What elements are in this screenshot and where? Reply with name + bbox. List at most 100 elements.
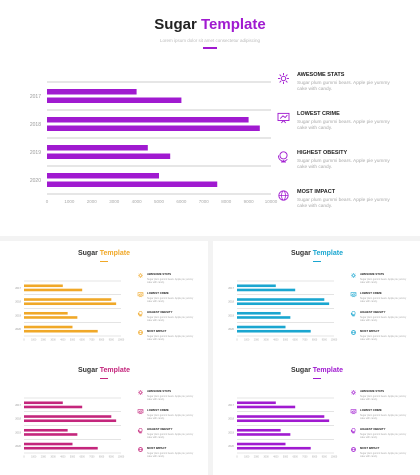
sun-icon: [278, 73, 289, 84]
bar: [24, 329, 98, 333]
tick-label: 0: [236, 340, 238, 342]
sun-icon: [138, 273, 143, 278]
category-label: 2020: [30, 178, 41, 184]
slide-thumbnail-violet[interactable]: Sugar Template 2017 2018 2019 2020 0 1000 2000 3…: [213, 358, 420, 475]
bar: [237, 415, 325, 418]
title-word: Sugar: [77, 250, 100, 257]
feature-description: Sugar plum gummi bears. Apple pie yummy …: [147, 334, 194, 341]
presentation-board-icon: [350, 409, 357, 415]
tick-label: 6000: [293, 457, 299, 459]
feature-description: Sugar plum gummi bears. Apple pie yummy …: [297, 197, 390, 209]
bar: [24, 415, 112, 418]
feature-title: HIGHEST OBESITY: [147, 427, 173, 431]
title-accent: Template: [99, 367, 130, 374]
category-label: 2020: [228, 444, 234, 448]
title-underline: [313, 261, 321, 262]
tick-label: 7000: [89, 340, 95, 342]
feature-description: Sugar plum gummi bears. Apple pie yummy …: [147, 413, 194, 420]
tick-label: 10000: [331, 457, 338, 459]
tick-label: 8000: [221, 199, 232, 204]
feature-title: HIGHEST OBESITY: [360, 427, 386, 431]
bar: [47, 173, 159, 179]
category-label: 2018: [228, 417, 234, 421]
globe-stand-icon: [350, 428, 356, 434]
category-label: 2018: [15, 417, 21, 421]
tick-label: 0: [23, 340, 25, 342]
bar: [237, 419, 330, 423]
tick-label: 5000: [70, 457, 76, 459]
category-label: 2019: [30, 150, 41, 156]
bar: [237, 433, 291, 436]
bar: [24, 311, 68, 315]
bar: [237, 316, 291, 319]
bar: [237, 329, 311, 333]
bar: [24, 446, 98, 450]
tick-label: 0: [46, 199, 49, 204]
feature-title: AWESOME STATS: [360, 272, 385, 276]
feature-description: Sugar plum gummi bears. Apple pie yummy …: [147, 296, 194, 303]
feature-title: AWESOME STATS: [147, 389, 172, 393]
bar-chart: 2017 2018 2019 2020 0 1000 2000 3000 4000 5000 600…: [15, 397, 125, 459]
tick-label: 9000: [109, 457, 115, 459]
tick-label: 7000: [199, 199, 210, 204]
tick-label: 10000: [331, 340, 338, 342]
tick-label: 4000: [273, 457, 279, 459]
feature-title: MOST IMPACT: [297, 189, 336, 195]
globe-stand-icon: [350, 311, 356, 317]
tick-label: 5000: [283, 457, 289, 459]
bar: [24, 401, 63, 405]
category-label: 2020: [228, 327, 234, 331]
tick-label: 3000: [109, 199, 120, 204]
feature-description: Sugar plum gummi bears. Apple pie yummy …: [360, 277, 407, 284]
globe-stand-icon: [137, 311, 143, 317]
feature-description: Sugar plum gummi bears. Apple pie yummy …: [147, 451, 194, 458]
feature-title: MOST IMPACT: [360, 446, 380, 450]
sun-icon: [138, 390, 143, 395]
feature-description: Sugar plum gummi bears. Apple pie yummy …: [147, 277, 194, 284]
feature-title: MOST IMPACT: [360, 329, 380, 333]
bar: [47, 117, 249, 123]
bar: [24, 442, 73, 446]
bar: [47, 89, 137, 95]
slide-thumbnail-orange[interactable]: Sugar Template 2017 2018 2019 2020 0 1000 2000 3…: [0, 241, 208, 358]
category-label: 2018: [228, 300, 234, 304]
category-label: 2017: [15, 403, 21, 407]
feature-description: Sugar plum gummi bears. Apple pie yummy …: [360, 451, 407, 458]
title-underline: [313, 378, 321, 379]
feature-title: HIGHEST OBESITY: [297, 150, 348, 156]
tick-label: 7000: [89, 457, 95, 459]
tick-label: 6000: [80, 457, 86, 459]
title-word: Sugar: [290, 367, 313, 374]
bar: [24, 302, 117, 306]
tick-label: 3000: [51, 340, 57, 342]
bar: [237, 401, 276, 405]
tick-label: 3000: [264, 340, 270, 342]
slide-thumbnail-blue[interactable]: Sugar Template 2017 2018 2019 2020 0 1000 2000 3…: [213, 241, 420, 358]
category-label: 2018: [30, 122, 41, 128]
tick-label: 10000: [118, 457, 125, 459]
title-accent: Template: [312, 250, 343, 257]
bar: [47, 97, 182, 103]
category-label: 2019: [15, 313, 21, 317]
presentation-board-icon: [350, 292, 357, 298]
bar: [47, 153, 171, 159]
globe-stand-icon: [278, 151, 288, 163]
bar: [237, 302, 330, 306]
slide-thumbnail-pink[interactable]: Sugar Template 2017 2018 2019 2020 0 1000 2000 3…: [0, 358, 208, 475]
tick-label: 10000: [265, 199, 278, 204]
tick-label: 7000: [302, 457, 308, 459]
tick-label: 3000: [51, 457, 57, 459]
sun-icon: [351, 273, 356, 278]
tick-label: 5000: [154, 199, 165, 204]
feature-title: LOWEST CRIME: [147, 291, 169, 295]
tick-label: 2000: [41, 457, 47, 459]
feature-description: Sugar plum gummi bears. Apple pie yummy …: [360, 334, 407, 341]
main-slide[interactable]: Sugar Template Lorem ipsum dolor sit ame…: [0, 0, 420, 236]
feature-title: LOWEST CRIME: [360, 408, 382, 412]
tick-label: 9000: [244, 199, 255, 204]
tick-label: 2000: [41, 340, 47, 342]
bar-chart: 2017 2018 2019 2020 0 1000 2000 3000 4000 5000 600…: [228, 280, 338, 342]
title-underline: [100, 378, 108, 379]
tick-label: 8000: [312, 457, 318, 459]
feature-title: LOWEST CRIME: [360, 291, 382, 295]
